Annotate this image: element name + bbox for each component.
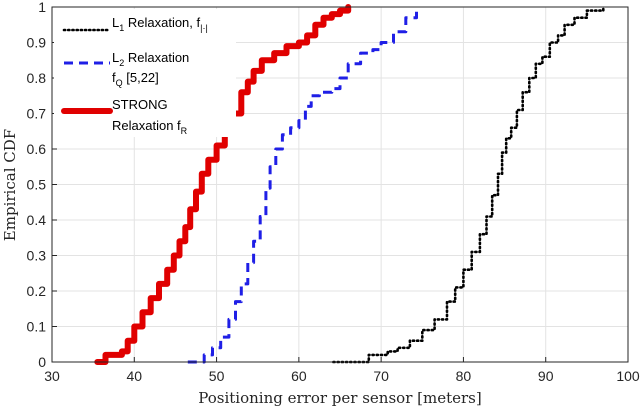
series-line-1 <box>187 7 418 364</box>
legend-entry-0: L1 Relaxation, f|·| <box>112 15 208 33</box>
legend-entry-2-line2: Relaxation fR <box>112 118 188 136</box>
y-tick-label: 0 <box>38 354 46 370</box>
legend-entry-0-part: 1 <box>119 23 124 33</box>
legend-entry-1-part: 2 <box>119 58 124 68</box>
x-tick-label: 40 <box>126 368 142 384</box>
y-tick-label: 0.8 <box>27 70 47 86</box>
x-tick-label: 80 <box>456 368 472 384</box>
y-tick-label: 0.6 <box>27 141 47 157</box>
x-tick-label: 50 <box>209 368 225 384</box>
legend-entry-2-line2-part: R <box>181 126 188 136</box>
legend-entry-1-line2-part: Q <box>116 78 123 88</box>
series-line-0 <box>332 5 605 364</box>
y-tick-label: 0.7 <box>27 106 47 122</box>
x-tick-label: 30 <box>44 368 60 384</box>
legend-entry-2: STRONG <box>112 97 168 112</box>
legend-entry-1-line2-part: f <box>112 70 116 85</box>
legend-entry-2-part: STRONG <box>112 97 168 112</box>
x-axis-title: Positioning error per sensor [meters] <box>198 389 481 407</box>
x-tick-label: 70 <box>373 368 389 384</box>
legend-entry-0-part: L <box>112 15 119 30</box>
x-tick-label: 60 <box>291 368 307 384</box>
legend-entry-1-line2-part: [5,22] <box>123 70 159 85</box>
y-tick-label: 0.1 <box>27 319 47 335</box>
x-tick-label: 100 <box>616 368 640 384</box>
ticks: 30 40 50 60 70 80 90 100 0 0.1 0.2 0.3 0.4 0.5 0.6 0.7 0… <box>27 0 640 384</box>
x-tick-label: 90 <box>538 368 554 384</box>
y-tick-label: 0.2 <box>27 283 47 299</box>
y-tick-label: 1 <box>38 0 46 15</box>
y-tick-label: 0.4 <box>27 212 47 228</box>
legend-entry-0-part: Relaxation, f <box>124 15 200 30</box>
legend-entry-2-line2-part: Relaxation f <box>112 118 181 133</box>
series-line-2 <box>94 4 352 365</box>
legend-entry-0-part: |·| <box>200 23 208 33</box>
legend-entry-1-part: Relaxation <box>124 50 189 65</box>
y-axis-title: Empirical CDF <box>1 129 19 241</box>
y-tick-label: 0.5 <box>27 177 47 193</box>
legend-entry-1-part: L <box>112 50 119 65</box>
y-tick-label: 0.3 <box>27 248 47 264</box>
series-layer <box>94 4 605 365</box>
legend-entry-1-line2: fQ [5,22] <box>112 70 159 88</box>
legend-entry-1: L2 Relaxation <box>112 50 189 68</box>
y-tick-label: 0.9 <box>27 35 47 51</box>
